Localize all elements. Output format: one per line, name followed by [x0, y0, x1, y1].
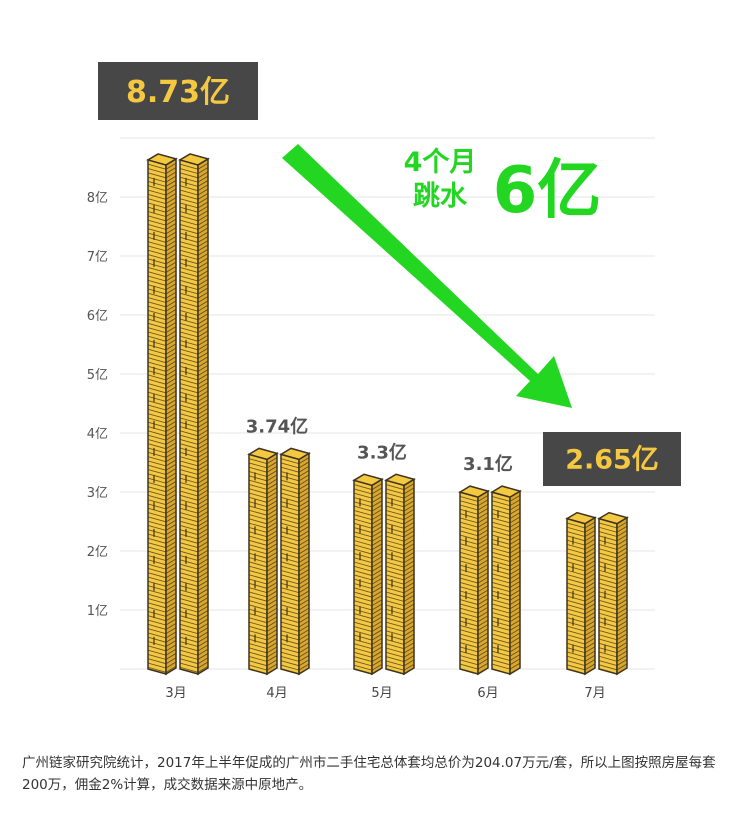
- gold-bar-column: [146, 153, 178, 676]
- bar-top-face: [597, 511, 629, 525]
- bar-stack-lines: [491, 495, 521, 670]
- bar-top-face: [458, 485, 490, 498]
- y-tick-label: 1亿: [87, 604, 108, 619]
- x-category-label: 6月: [477, 686, 498, 701]
- bar-stack-lines: [353, 483, 383, 671]
- footnote: 广州链家研究院统计，2017年上半年促成的广州市二手住宅总体套均总价为204.0…: [22, 755, 716, 793]
- drop-callout: 4个月 跳水 6亿: [404, 147, 602, 228]
- bar-top-face: [247, 447, 279, 461]
- bar-stack-lines: [598, 521, 628, 671]
- y-tick-label: 4亿: [87, 427, 108, 442]
- gold-bar-stack: [565, 511, 629, 676]
- x-axis-categories: 3月 4月 5月 6月 7月: [165, 686, 605, 701]
- grid-lines: [120, 137, 655, 670]
- y-tick-label: 5亿: [87, 368, 108, 383]
- bar-top-face: [279, 447, 311, 461]
- y-axis-ticks: 1亿 2亿 3亿 4亿 5亿 6亿 7亿 8亿: [87, 191, 108, 619]
- gold-bar-stack: [146, 153, 210, 676]
- gold-bar-column: [178, 153, 210, 676]
- value-box-bg: [98, 62, 258, 120]
- value-label: 8.73亿: [126, 75, 230, 110]
- gold-bar-column: [247, 447, 279, 676]
- x-category-label: 5月: [371, 686, 392, 701]
- bar-stack-lines: [459, 495, 489, 670]
- bar-stack-lines: [248, 457, 278, 671]
- bar-stack-lines: [179, 162, 209, 673]
- value-box-bg: [543, 432, 681, 486]
- bar-top-face: [565, 511, 597, 525]
- bars: [146, 153, 629, 676]
- y-tick-label: 3亿: [87, 486, 108, 501]
- gold-bar-column: [490, 485, 522, 676]
- gold-bar-column: [597, 511, 629, 676]
- bar-top-face: [146, 153, 178, 166]
- value-label: 3.74亿: [246, 415, 308, 437]
- bar-chart: 1亿 2亿 3亿 4亿 5亿 6亿 7亿 8亿 8.73亿 3.74亿 3.3亿 3.1亿 2.65亿…: [87, 62, 681, 701]
- bar-top-face: [352, 473, 384, 487]
- bar-stack-lines: [280, 457, 310, 671]
- y-tick-label: 7亿: [87, 250, 108, 265]
- gold-bar-column: [565, 511, 597, 676]
- bar-stack-lines: [385, 483, 415, 671]
- y-tick-label: 8亿: [87, 191, 108, 206]
- bar-top-face: [490, 485, 522, 498]
- down-arrow-icon: [282, 144, 572, 408]
- bar-top-face: [384, 473, 416, 487]
- y-tick-label: 2亿: [87, 545, 108, 560]
- gold-bar-stack: [247, 447, 311, 676]
- gold-bar-stack: [458, 485, 522, 676]
- gold-bar-column: [384, 473, 416, 676]
- bar-stack-lines: [566, 521, 596, 671]
- x-category-label: 4月: [266, 686, 287, 701]
- callout-big: 6亿: [493, 154, 602, 228]
- value-label: 2.65亿: [565, 445, 659, 476]
- x-category-label: 3月: [165, 686, 186, 701]
- x-category-label: 7月: [584, 686, 605, 701]
- gold-bar-column: [458, 485, 490, 676]
- bar-top-face: [178, 153, 210, 166]
- gold-bar-column: [352, 473, 384, 676]
- highlight-value-box: 2.65亿: [543, 432, 681, 486]
- callout-line1: 4个月: [404, 147, 477, 178]
- callout-line2: 跳水: [413, 181, 468, 212]
- gold-bar-stack: [352, 473, 416, 676]
- trend-arrow: [282, 144, 572, 408]
- highlight-value-box: 8.73亿: [98, 62, 258, 120]
- value-label: 3.1亿: [463, 453, 513, 475]
- value-label: 3.3亿: [357, 441, 407, 463]
- value-labels: 8.73亿 3.74亿 3.3亿 3.1亿 2.65亿: [98, 62, 681, 486]
- bar-stack-lines: [147, 162, 177, 673]
- gold-bar-column: [279, 447, 311, 676]
- y-tick-label: 6亿: [87, 309, 108, 324]
